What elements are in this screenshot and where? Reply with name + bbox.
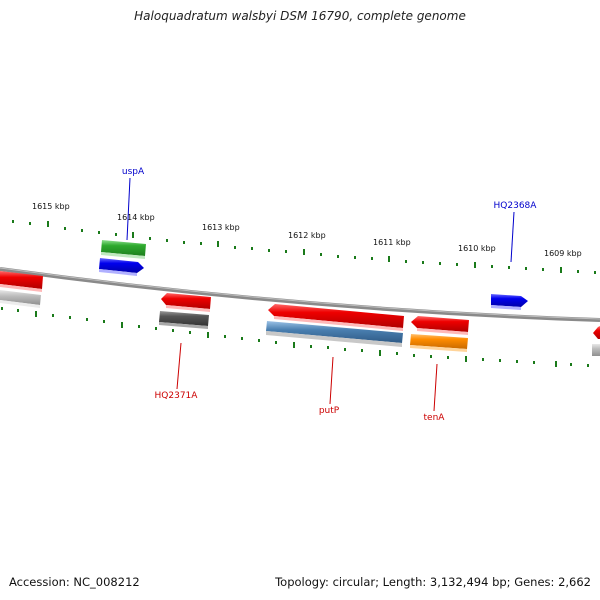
gene-uspA[interactable] xyxy=(101,240,146,259)
gene-tenA[interactable] xyxy=(411,316,469,335)
gene-HQ2368A[interactable] xyxy=(491,294,528,310)
gene-right-partial[interactable] xyxy=(593,326,600,339)
topology-text: Topology: circular; Length: 3,132,494 bp… xyxy=(275,575,591,589)
genome-title: Haloquadratum walsbyi DSM 16790, complet… xyxy=(134,9,466,23)
gene-HQ2371A-cds[interactable] xyxy=(159,311,209,329)
label-HQ2368A[interactable]: HQ2368A xyxy=(494,201,538,211)
gene-tenA-cds[interactable] xyxy=(410,334,468,352)
gene-HQ2371A[interactable] xyxy=(161,293,211,312)
label-HQ2371A[interactable]: HQ2371A xyxy=(155,391,199,401)
gene-putP[interactable] xyxy=(268,304,404,331)
scale-label-1610: 1610 kbp xyxy=(458,244,496,253)
gene-left-partial-cds[interactable] xyxy=(0,290,41,308)
leader-uspA xyxy=(126,177,131,241)
leader-tenA xyxy=(433,363,438,412)
scale-label-1614: 1614 kbp xyxy=(117,213,155,222)
gene-putP-cds[interactable] xyxy=(266,321,403,347)
scale-label-1611: 1611 kbp xyxy=(373,238,411,247)
gene-uspA-cds[interactable] xyxy=(99,258,144,276)
scale-label-1615: 1615 kbp xyxy=(32,202,70,211)
label-tenA[interactable]: tenA xyxy=(424,413,446,423)
label-uspA[interactable]: uspA xyxy=(122,167,145,177)
genome-backbone xyxy=(0,267,600,322)
scale-label-1613: 1613 kbp xyxy=(202,223,240,232)
accession-text: Accession: NC_008212 xyxy=(9,575,140,589)
genome-backbone-highlight xyxy=(0,267,600,320)
inner-tick-ring xyxy=(1,307,589,367)
leader-HQ2371A xyxy=(176,342,182,390)
leader-putP xyxy=(329,356,334,405)
scale-label-1609: 1609 kbp xyxy=(544,249,582,258)
leader-HQ2368A xyxy=(510,211,515,263)
scale-label-1612: 1612 kbp xyxy=(288,231,326,240)
gene-left-partial[interactable] xyxy=(0,271,43,292)
outer-tick-ring xyxy=(12,220,596,274)
label-putP[interactable]: putP xyxy=(319,406,340,416)
gene-right-partial-cds[interactable] xyxy=(592,344,600,356)
